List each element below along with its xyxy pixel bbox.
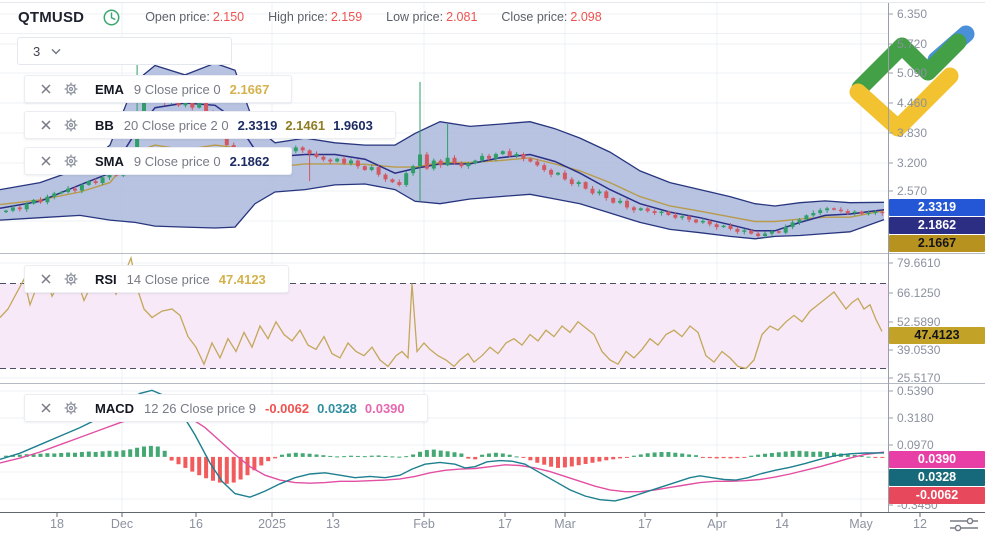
indicator-params: 9 Close price 0 xyxy=(133,81,221,97)
rsi-band xyxy=(0,283,888,369)
axis-tick-label: 2.570 xyxy=(897,184,928,198)
indicator-params: 14 Close price xyxy=(126,271,210,287)
indicator-value: 2.1461 xyxy=(285,117,326,133)
indicator-pill-rsi: RSI 14 Close price 47.4123 xyxy=(24,265,289,293)
axis-tick-label: 5.720 xyxy=(897,37,928,51)
litefinance-logo-icon xyxy=(849,25,975,137)
time-tick-label: 12 xyxy=(913,517,927,531)
indicator-name: BB xyxy=(95,117,114,133)
gear-icon[interactable] xyxy=(63,153,79,169)
rsi-panel xyxy=(0,255,883,370)
axis-tick-label: 66.1250 xyxy=(897,286,941,300)
low-price: Low price: 2.081 xyxy=(386,10,478,24)
bollinger-fill xyxy=(0,63,884,239)
close-icon[interactable] xyxy=(39,401,53,415)
axis-tick-label: 5.090 xyxy=(897,66,928,80)
macd-panel xyxy=(0,389,885,502)
indicator-value: 2.3319 xyxy=(237,117,278,133)
axis-tick-label: 39.0530 xyxy=(897,343,941,357)
indicator-name: SMA xyxy=(95,153,124,169)
axis-tick-label: 79.6610 xyxy=(897,256,941,270)
time-tick-label: Apr xyxy=(707,517,727,531)
price-badge: 2.1667 xyxy=(889,235,985,252)
time-tick-label: Feb xyxy=(413,517,435,531)
indicator-name: EMA xyxy=(95,81,124,97)
indicator-pill-ema: EMA 9 Close price 0 2.1667 xyxy=(24,75,293,103)
close-icon[interactable] xyxy=(39,82,53,96)
time-tick-label: 2025 xyxy=(258,517,286,531)
indicator-value: 2.1667 xyxy=(229,81,270,97)
clock-icon xyxy=(102,8,121,27)
symbol-title: QTMUSD xyxy=(18,8,85,26)
panel-borders xyxy=(0,2,985,517)
indicator-value: -0.0062 xyxy=(265,400,310,416)
indicator-pill-bb: BB 20 Close price 2 0 2.3319 2.1461 1.96… xyxy=(24,111,396,139)
price-badge: 2.3319 xyxy=(889,199,985,216)
close-icon[interactable] xyxy=(39,154,53,168)
gear-icon[interactable] xyxy=(63,400,79,416)
close-icon[interactable] xyxy=(39,118,53,132)
indicator-value: 1.9603 xyxy=(333,117,373,133)
indicator-pill-macd: MACD 12 26 Close price 9 -0.0062 0.0328 … xyxy=(24,394,428,422)
indicator-name: RSI xyxy=(95,271,117,287)
bollinger-lower xyxy=(0,183,885,240)
axis-tick-label: 0.3180 xyxy=(897,411,934,425)
price-badge: -0.0062 xyxy=(889,487,985,504)
price-badge: 0.0328 xyxy=(889,469,985,486)
adjust-scale-icon[interactable] xyxy=(948,516,980,535)
axis-tick-label: 25.5170 xyxy=(897,371,941,385)
time-tick-label: 18 xyxy=(50,517,64,531)
price-badge: 2.1862 xyxy=(889,217,985,234)
axis-tick-label: 52.5890 xyxy=(897,315,941,329)
rsi-line xyxy=(0,255,883,370)
indicator-pill-sma: SMA 9 Close price 0 2.1862 xyxy=(24,147,293,175)
time-tick-label: Dec xyxy=(110,517,134,531)
timeframe-value: 3 xyxy=(33,43,41,59)
gear-icon[interactable] xyxy=(63,117,79,133)
indicator-params: 9 Close price 0 xyxy=(133,153,221,169)
indicator-name: MACD xyxy=(95,400,134,416)
axis-tick-label: 4.460 xyxy=(897,96,928,110)
time-tick-label: May xyxy=(849,517,873,531)
axis-tick-label: 6.350 xyxy=(897,7,928,21)
time-tick-label: 14 xyxy=(775,517,789,531)
axis-tick-label: 3.200 xyxy=(897,156,928,170)
indicator-value: 0.0390 xyxy=(364,400,405,416)
gear-icon[interactable] xyxy=(63,271,79,287)
price-badge: 47.4123 xyxy=(889,327,985,344)
timeframe-dropdown[interactable]: 3 xyxy=(17,37,232,65)
price-badge: 0.0390 xyxy=(889,451,985,468)
close-price: Close price: 2.098 xyxy=(501,10,602,24)
axis-tick-label: 0.5390 xyxy=(897,384,934,398)
chevron-down-icon xyxy=(51,48,61,54)
time-tick-label: Mar xyxy=(554,517,576,531)
indicator-value: 0.0328 xyxy=(317,400,357,416)
axis-tick-label: 3.830 xyxy=(897,126,928,140)
open-price: Open price: 2.150 xyxy=(145,10,245,24)
close-icon[interactable] xyxy=(39,272,53,286)
indicator-params: 20 Close price 2 0 xyxy=(123,117,229,133)
axis-tick-label: 0.0970 xyxy=(897,438,934,452)
time-tick-label: 16 xyxy=(189,517,203,531)
high-price: High price: 2.159 xyxy=(268,10,363,24)
indicator-params: 12 26 Close price 9 xyxy=(144,400,257,416)
bollinger-upper xyxy=(0,62,885,207)
gear-icon[interactable] xyxy=(63,81,79,97)
time-tick-label: 17 xyxy=(638,517,652,531)
time-tick-label: 13 xyxy=(326,517,340,531)
indicator-value: 2.1862 xyxy=(229,153,270,169)
time-tick-label: 17 xyxy=(498,517,512,531)
chart-header: QTMUSD Open price: 2.150 High price: 2.159… xyxy=(0,2,602,32)
indicator-value: 47.4123 xyxy=(218,271,266,287)
